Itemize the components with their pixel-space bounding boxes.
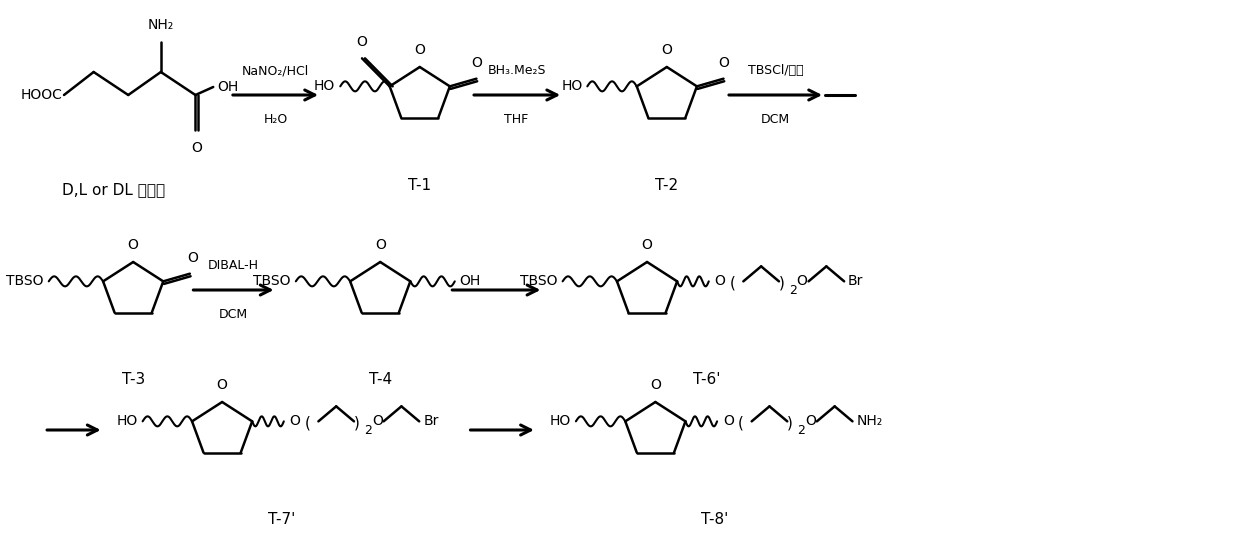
Text: T-2: T-2 bbox=[655, 177, 678, 193]
Text: T-3: T-3 bbox=[122, 373, 145, 387]
Text: T-8': T-8' bbox=[701, 512, 728, 527]
Text: O: O bbox=[128, 238, 139, 252]
Text: 2: 2 bbox=[363, 424, 372, 437]
Text: 2: 2 bbox=[797, 424, 805, 437]
Text: T-4: T-4 bbox=[368, 373, 392, 387]
Text: O: O bbox=[805, 414, 816, 428]
Text: HOOC: HOOC bbox=[20, 88, 62, 102]
Text: ): ) bbox=[787, 416, 794, 431]
Text: H₂O: H₂O bbox=[263, 113, 288, 126]
Text: DIBAL-H: DIBAL-H bbox=[207, 259, 258, 272]
Text: O: O bbox=[641, 238, 652, 252]
Text: (: ( bbox=[305, 416, 310, 431]
Text: DCM: DCM bbox=[218, 308, 248, 321]
Text: ): ) bbox=[353, 416, 360, 431]
Text: HO: HO bbox=[117, 414, 138, 428]
Text: TBSO: TBSO bbox=[521, 274, 558, 288]
Text: (: ( bbox=[729, 276, 735, 291]
Text: O: O bbox=[414, 43, 425, 57]
Text: DCM: DCM bbox=[761, 113, 790, 126]
Text: O: O bbox=[187, 250, 198, 265]
Text: OH: OH bbox=[460, 274, 481, 288]
Text: NaNO₂/HCl: NaNO₂/HCl bbox=[242, 64, 309, 77]
Text: O: O bbox=[217, 378, 228, 392]
Text: 2: 2 bbox=[789, 284, 796, 297]
Text: TBSO: TBSO bbox=[6, 274, 43, 288]
Text: T-1: T-1 bbox=[408, 177, 432, 193]
Text: BH₃.Me₂S: BH₃.Me₂S bbox=[487, 64, 546, 77]
Text: T-7': T-7' bbox=[268, 512, 295, 527]
Text: HO: HO bbox=[562, 80, 583, 94]
Text: Br: Br bbox=[848, 274, 863, 288]
Text: O: O bbox=[372, 414, 383, 428]
Text: O: O bbox=[357, 35, 367, 49]
Text: O: O bbox=[797, 274, 807, 288]
Text: O: O bbox=[290, 414, 300, 428]
Text: O: O bbox=[714, 274, 725, 288]
Text: THF: THF bbox=[505, 113, 528, 126]
Text: O: O bbox=[374, 238, 386, 252]
Text: NH₂: NH₂ bbox=[857, 414, 883, 428]
Text: Br: Br bbox=[423, 414, 439, 428]
Text: TBSCl/咪唑: TBSCl/咪唑 bbox=[748, 64, 804, 77]
Text: O: O bbox=[718, 56, 729, 70]
Text: NH₂: NH₂ bbox=[148, 18, 174, 32]
Text: O: O bbox=[723, 414, 734, 428]
Text: O: O bbox=[650, 378, 661, 392]
Text: TBSO: TBSO bbox=[253, 274, 291, 288]
Text: HO: HO bbox=[549, 414, 570, 428]
Text: OH: OH bbox=[217, 80, 238, 94]
Text: O: O bbox=[471, 56, 482, 70]
Text: T-6': T-6' bbox=[693, 373, 720, 387]
Text: (: ( bbox=[738, 416, 744, 431]
Text: ): ) bbox=[779, 276, 785, 291]
Text: D,L or DL 谷氨酸: D,L or DL 谷氨酸 bbox=[62, 182, 165, 197]
Text: O: O bbox=[661, 43, 672, 57]
Text: HO: HO bbox=[314, 80, 335, 94]
Text: O: O bbox=[191, 141, 202, 155]
